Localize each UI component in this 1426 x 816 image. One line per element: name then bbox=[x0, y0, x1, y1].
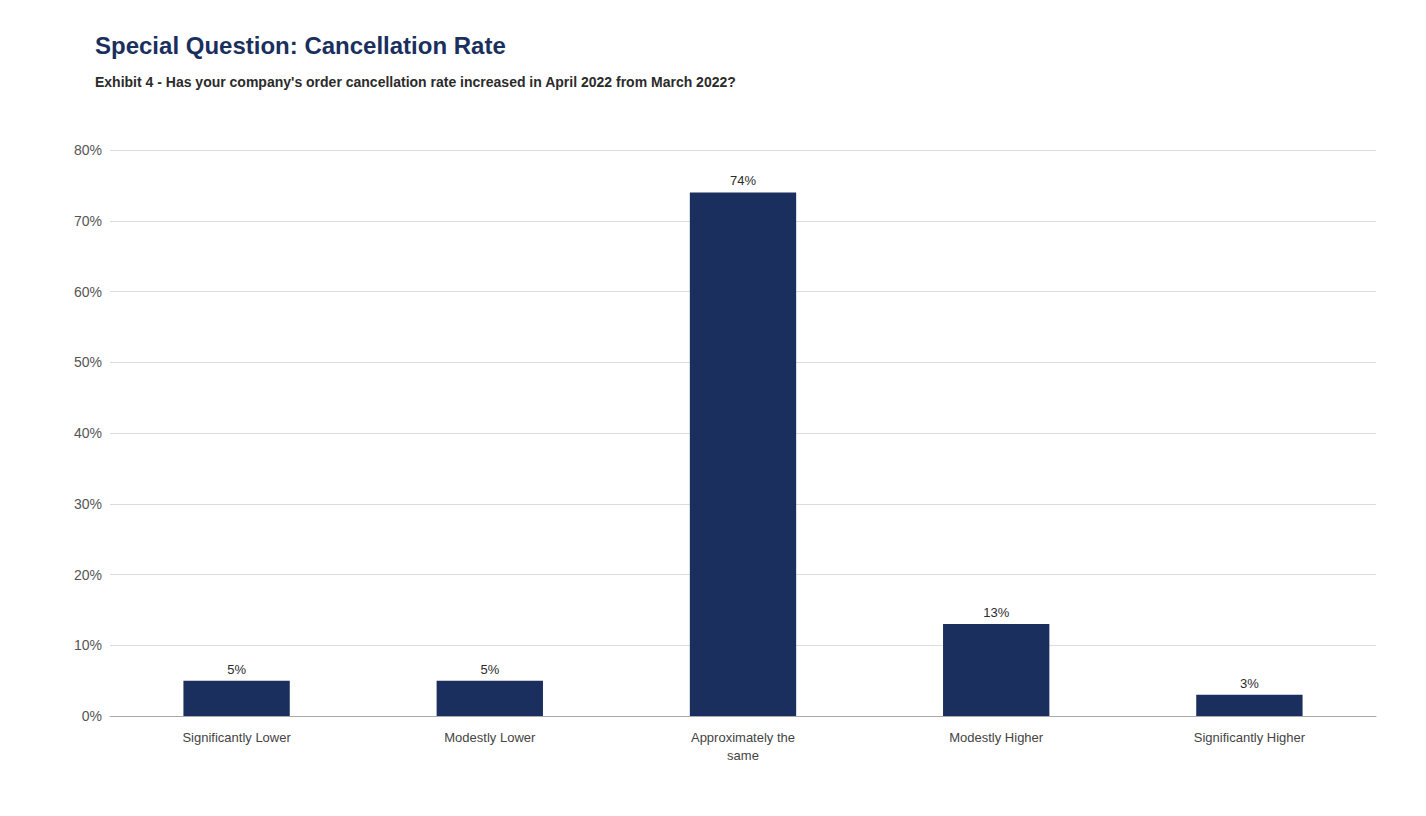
svg-text:3%: 3% bbox=[1240, 676, 1259, 691]
svg-text:Significantly Higher: Significantly Higher bbox=[1194, 730, 1306, 745]
svg-text:80%: 80% bbox=[74, 142, 102, 158]
svg-text:Special Question: Cancellation: Special Question: Cancellation Rate bbox=[95, 32, 506, 59]
svg-text:0%: 0% bbox=[82, 708, 102, 724]
svg-text:Significantly Lower: Significantly Lower bbox=[182, 730, 291, 745]
svg-text:60%: 60% bbox=[74, 284, 102, 300]
svg-text:50%: 50% bbox=[74, 354, 102, 370]
svg-text:Modestly Lower: Modestly Lower bbox=[444, 730, 536, 745]
svg-text:Modestly Higher: Modestly Higher bbox=[949, 730, 1044, 745]
svg-text:74%: 74% bbox=[730, 173, 756, 188]
svg-text:40%: 40% bbox=[74, 425, 102, 441]
svg-text:13%: 13% bbox=[983, 605, 1009, 620]
svg-text:5%: 5% bbox=[227, 662, 246, 677]
svg-text:Approximately the: Approximately the bbox=[691, 730, 795, 745]
svg-text:20%: 20% bbox=[74, 567, 102, 583]
svg-text:10%: 10% bbox=[74, 637, 102, 653]
svg-text:70%: 70% bbox=[74, 213, 102, 229]
svg-text:Exhibit 4 - Has your company's: Exhibit 4 - Has your company's order can… bbox=[95, 74, 736, 90]
svg-text:5%: 5% bbox=[480, 662, 499, 677]
svg-text:30%: 30% bbox=[74, 496, 102, 512]
svg-text:same: same bbox=[727, 748, 759, 763]
